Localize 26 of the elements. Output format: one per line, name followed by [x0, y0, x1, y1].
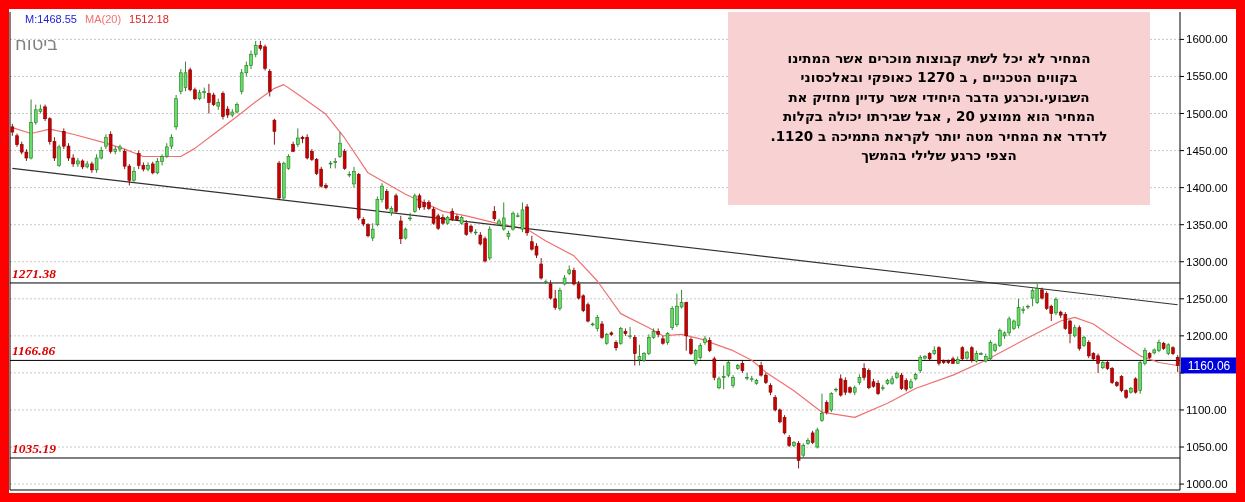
ref-line-label: 1271.38 [12, 265, 57, 281]
annotation: M:1468.55 [25, 13, 77, 25]
annotation: המחיר הוא ממוצע 20 , אבל שבירתו יכולה בקלות [782, 108, 1096, 125]
annotation: לדרדר את המחיר מטה יותר לקראת התמיכה ב 1120. [770, 127, 1108, 144]
y-tick-label: 1000.00 [1186, 478, 1228, 491]
y-tick-label: 1100.00 [1186, 403, 1227, 416]
y-tick-label: 1500.00 [1186, 107, 1228, 120]
annotation: השבועי.וכרגע הדבר היחידי אשר עדיין מחזיק את [788, 88, 1090, 105]
text: MA(20) [84, 13, 122, 25]
y-tick-label: 1400.00 [1186, 181, 1228, 194]
annotation: בקווים הטכניים , ב 1270 כאופקי ובאלכסוני [800, 69, 1078, 86]
y-tick-label: 1600.00 [1186, 33, 1228, 46]
y-tick-label: 1250.00 [1186, 292, 1228, 305]
text: ביטוח [15, 33, 58, 54]
y-tick-label: 1300.00 [1186, 255, 1228, 268]
y-tick-label: 1200.00 [1186, 329, 1228, 342]
ref-line-label: 1035.19 [12, 440, 57, 456]
y-tick-label: 1050.00 [1186, 441, 1228, 454]
ref-line-label: 1166.86 [12, 343, 56, 359]
y-tick-label: 1550.00 [1186, 70, 1228, 83]
y-tick-label: 1350.00 [1186, 218, 1228, 231]
price-tag: 1160.06 [1181, 357, 1237, 374]
annotation: 1512.18 [129, 13, 169, 25]
annotation: הצפי כרגע שלילי בהמשך [861, 147, 1017, 163]
annotation: המחיר לא יכל לשתי קבוצות מוכרים אשר המתינו [787, 50, 1091, 66]
y-tick-label: 1450.00 [1186, 144, 1228, 157]
